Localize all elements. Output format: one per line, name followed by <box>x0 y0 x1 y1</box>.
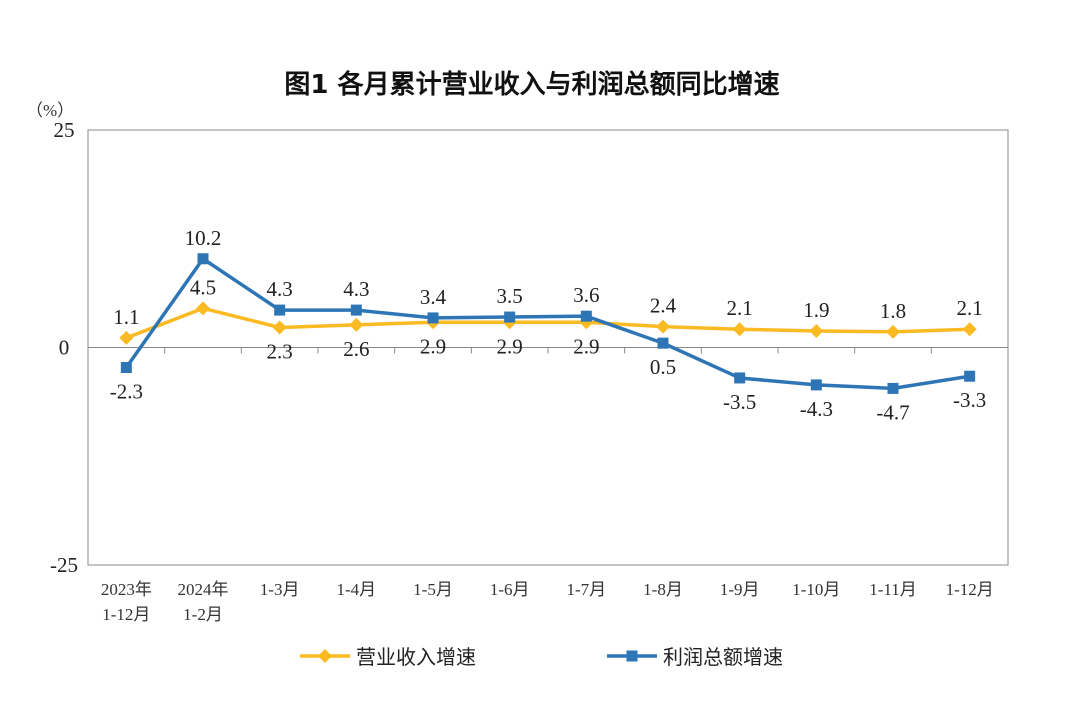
data-label: 1.9 <box>803 298 829 322</box>
x-tick-label: 1-9月 <box>720 580 760 599</box>
data-point <box>274 304 286 316</box>
data-label: 0.5 <box>650 355 676 379</box>
data-label: 4.3 <box>343 277 369 301</box>
data-label: -2.3 <box>110 380 143 404</box>
y-axis-label: （%） <box>26 101 74 120</box>
data-label: 2.1 <box>957 296 983 320</box>
data-label: 3.5 <box>497 284 523 308</box>
data-point <box>504 311 516 323</box>
data-label: 1.1 <box>113 305 139 329</box>
data-point <box>272 320 287 335</box>
data-point <box>810 379 822 391</box>
data-point <box>734 372 746 384</box>
x-tick-label: 1-12月 <box>102 605 150 624</box>
data-label: 3.6 <box>573 283 599 307</box>
x-tick-label: 1-7月 <box>566 580 606 599</box>
data-point <box>580 310 592 322</box>
x-tick-label: 1-4月 <box>336 580 376 599</box>
data-point <box>656 319 670 334</box>
data-label: -3.3 <box>953 388 986 412</box>
data-label: 4.5 <box>190 275 216 299</box>
data-point <box>427 312 439 324</box>
legend-marker <box>626 650 638 662</box>
series-line-profit <box>124 257 970 391</box>
legend-label: 利润总额增速 <box>663 645 783 669</box>
data-label: 4.3 <box>267 277 293 301</box>
y-tick-label: 25 <box>54 118 75 142</box>
x-tick-label: 1-8月 <box>643 580 683 599</box>
data-point <box>962 322 977 337</box>
data-point <box>887 382 899 394</box>
data-point <box>886 324 900 339</box>
data-label: -3.5 <box>723 390 756 414</box>
data-label: -4.3 <box>800 397 833 421</box>
legend: 营业收入增速 利润总额增速 <box>300 645 783 669</box>
data-point <box>119 330 134 345</box>
data-point <box>732 322 747 337</box>
data-label: 2.9 <box>497 334 523 358</box>
data-point <box>120 362 132 374</box>
x-tick-label: 1-11月 <box>869 580 917 599</box>
data-label: 2.1 <box>727 296 753 320</box>
data-label: 2.3 <box>267 339 293 363</box>
data-point <box>350 304 362 316</box>
x-tick-label: 1-5月 <box>413 580 453 599</box>
data-point <box>349 317 364 332</box>
legend-label: 营业收入增速 <box>356 645 476 669</box>
x-tick-label: 1-3月 <box>260 580 300 599</box>
chart-title: 图1 各月累计营业收入与利润总额同比增速 <box>284 69 779 100</box>
series-line-revenue <box>125 306 970 340</box>
data-label: 2.4 <box>650 294 677 318</box>
y-tick-label: -25 <box>50 553 78 577</box>
data-point <box>657 337 669 349</box>
x-tick-label: 2024年 <box>178 580 229 599</box>
data-label: 3.4 <box>420 285 447 309</box>
x-tick-label: 1-12月 <box>946 580 994 599</box>
data-label: 2.6 <box>343 337 369 361</box>
y-tick-label: 0 <box>59 336 70 360</box>
data-point <box>196 301 210 316</box>
data-label: -4.7 <box>876 400 909 424</box>
data-label: 1.8 <box>880 299 906 323</box>
x-tick-label: 1-2月 <box>183 605 223 624</box>
data-point <box>809 323 824 338</box>
data-point <box>964 370 976 382</box>
data-label: 10.2 <box>185 226 222 250</box>
data-label: 2.9 <box>573 334 599 358</box>
x-tick-label: 1-6月 <box>490 580 530 599</box>
x-tick-label: 1-10月 <box>792 580 840 599</box>
data-point <box>197 253 209 265</box>
x-tick-label: 2023年 <box>101 580 152 599</box>
data-label: 2.9 <box>420 334 446 358</box>
legend-marker <box>318 649 332 663</box>
